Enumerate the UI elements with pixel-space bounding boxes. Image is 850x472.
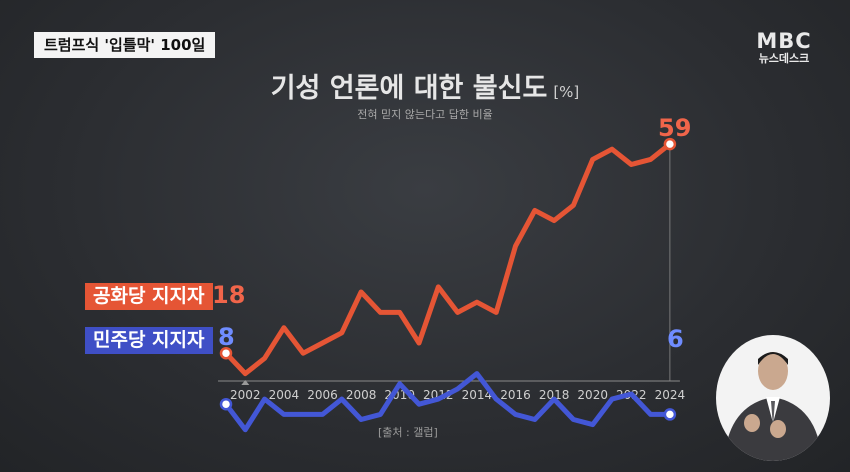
x-tick-label: 2014: [462, 388, 493, 402]
x-tick-label: 2008: [346, 388, 377, 402]
legend-democrat: 민주당 지지자: [85, 327, 213, 354]
series-endpoint-1: [219, 397, 233, 411]
x-tick-label: 2018: [539, 388, 570, 402]
broadcaster-logo: MBC 뉴스데스크: [752, 30, 816, 66]
series-endpoint-1: [663, 408, 677, 421]
x-tick-label: 2024: [655, 388, 686, 402]
series-line-0: [223, 141, 673, 377]
sign-language-interpreter: [716, 335, 830, 461]
democrat-end-value: 6: [667, 325, 684, 353]
chart-source: [출처 : 갤럽]: [378, 426, 438, 439]
logo-newsdesk: 뉴스데스크: [758, 52, 810, 65]
republican-end-value: 59: [658, 114, 692, 142]
x-tick-label: 2002: [230, 388, 261, 402]
logo-mbc: MBC: [756, 29, 812, 53]
democrat-start-value: 8: [218, 323, 235, 351]
republican-start-value: 18: [212, 281, 246, 309]
news-caption: 트럼프식 '입틀막' 100일: [34, 32, 216, 58]
chart-subtitle: 전혀 믿지 않는다고 답한 비율: [357, 108, 493, 121]
x-tick-label: 2004: [269, 388, 300, 402]
x-tick-label: 2006: [307, 388, 338, 402]
x-tick-label: 2016: [500, 388, 531, 402]
x-tick-label: 2012: [423, 388, 454, 402]
chart-title: 기성 언론에 대한 불신도 [%]: [0, 66, 850, 105]
interpreter-person-icon: [724, 352, 822, 461]
legend-republican: 공화당 지지자: [85, 283, 213, 310]
series-endpoint-0: [219, 346, 233, 360]
x-axis-marker: [241, 380, 250, 385]
x-tick-label: 2020: [577, 388, 608, 402]
series-line-1: [223, 371, 673, 433]
series-endpoint-0: [663, 137, 677, 151]
chart-unit: [%]: [553, 83, 580, 101]
chart-title-text: 기성 언론에 대한 불신도: [270, 73, 548, 104]
